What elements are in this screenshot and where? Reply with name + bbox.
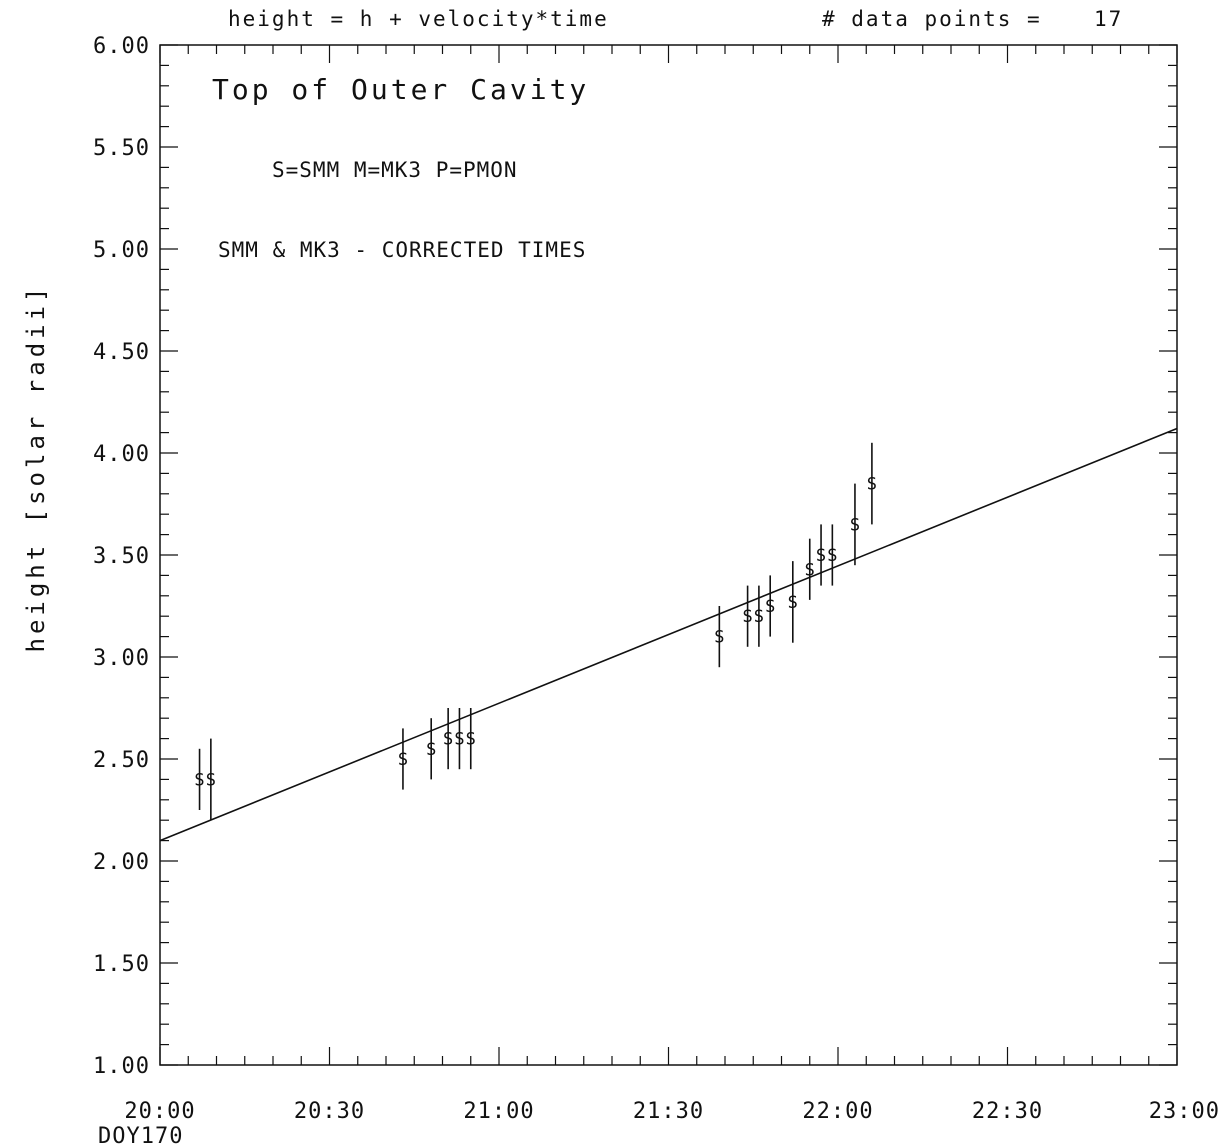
data-point-marker: S [805,560,815,580]
x-tick-label: 22:30 [972,1099,1043,1124]
plot-title: Top of Outer Cavity [212,73,589,106]
data-point-marker: S [816,546,826,566]
data-point-marker: S [827,546,837,566]
formula-header: height = h + velocity*time [228,7,609,31]
data-point-marker: S [754,607,764,627]
data-points-label: # data points = [822,7,1042,31]
axis-ticks [159,44,1178,1066]
y-tick-label: 4.00 [93,442,150,467]
y-tick-label: 4.50 [93,340,150,365]
y-tick-labels: 1.00 1.50 2.00 2.50 3.00 3.50 4.00 4.50 5.00 5.50… [93,34,150,1079]
y-tick-label: 1.00 [93,1054,150,1079]
data-point-marker: S [398,750,408,770]
y-tick-label: 2.00 [93,850,150,875]
y-tick-label: 3.50 [93,544,150,569]
y-axis-label: height [solar radii] [22,284,50,653]
data-point-marker: S [867,475,877,495]
x-tick-label: 21:00 [463,1099,534,1124]
y-tick-label: 5.00 [93,238,150,263]
x-tick-label: 20:00 [124,1099,195,1124]
y-tick-label: 6.00 [93,34,150,59]
x-tick-label: 20:30 [294,1099,365,1124]
y-tick-label: 5.50 [93,136,150,161]
data-point-marker: S [206,770,216,790]
data-point-marker: S [714,628,724,648]
fit-line [159,427,1178,842]
data-point-marker: S [788,593,798,613]
data-point-marker: S [466,730,476,750]
data-points-count: 17 [1094,7,1123,31]
correction-note: SMM & MK3 - CORRECTED TIMES [218,238,586,262]
data-point-marker: S [850,515,860,535]
y-tick-label: 1.50 [93,952,150,977]
data-point-marker: S [742,607,752,627]
x-tick-label: 21:30 [633,1099,704,1124]
x-axis-label: DOY170 [98,1124,183,1147]
data-point-marker: S [454,730,464,750]
instrument-legend: S=SMM M=MK3 P=PMON [272,158,518,182]
y-tick-label: 2.50 [93,748,150,773]
plot-frame [159,44,1178,1066]
data-point-marker: S [765,597,775,617]
x-tick-label: 22:00 [802,1099,873,1124]
data-point-marker: S [426,740,436,760]
x-tick-labels: 20:00 20:30 21:00 21:30 22:00 22:30 23:00 [124,1099,1220,1124]
y-tick-label: 3.00 [93,646,150,671]
data-point-marker: S [443,730,453,750]
data-point-marker: S [194,770,204,790]
x-tick-label: 23:00 [1149,1099,1220,1124]
